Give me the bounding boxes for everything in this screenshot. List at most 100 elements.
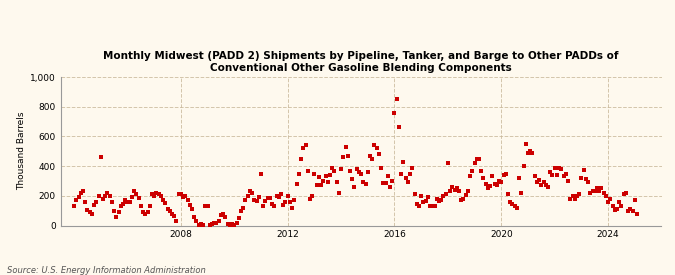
Point — [569, 197, 580, 201]
Point — [111, 214, 122, 219]
Point — [431, 197, 442, 201]
Point — [474, 156, 485, 161]
Point — [271, 194, 282, 198]
Text: Source: U.S. Energy Information Administration: Source: U.S. Energy Information Administ… — [7, 266, 205, 275]
Point — [565, 197, 576, 201]
Point — [467, 168, 478, 173]
Point — [518, 164, 529, 168]
Point — [318, 179, 329, 183]
Point — [160, 201, 171, 205]
Point — [367, 156, 377, 161]
Point — [567, 194, 578, 198]
Point — [100, 194, 111, 198]
Point — [244, 189, 255, 194]
Point — [133, 196, 144, 200]
Y-axis label: Thousand Barrels: Thousand Barrels — [17, 112, 26, 191]
Point — [489, 182, 500, 186]
Point — [541, 183, 551, 187]
Point — [563, 179, 574, 183]
Point — [452, 186, 462, 191]
Point — [527, 150, 538, 155]
Point — [449, 188, 460, 192]
Point — [146, 192, 157, 197]
Point — [249, 197, 260, 202]
Point — [69, 204, 80, 208]
Point — [126, 194, 137, 199]
Point — [369, 143, 380, 147]
Point — [251, 199, 262, 203]
Point — [184, 202, 195, 207]
Point — [576, 176, 587, 180]
Point — [120, 198, 131, 202]
Point — [580, 177, 591, 182]
Point — [400, 176, 411, 180]
Point — [500, 171, 511, 176]
Point — [300, 143, 311, 147]
Point — [148, 194, 159, 198]
Point — [536, 183, 547, 187]
Point — [325, 173, 335, 177]
Point — [503, 192, 514, 197]
Point — [398, 160, 409, 164]
Point — [402, 180, 413, 185]
Point — [583, 180, 593, 184]
Point — [285, 200, 296, 204]
Point — [311, 183, 322, 187]
Point — [454, 188, 464, 193]
Point — [227, 222, 238, 226]
Point — [487, 174, 497, 179]
Point — [142, 210, 153, 214]
Point — [291, 182, 302, 186]
Point — [414, 204, 425, 208]
Point — [478, 176, 489, 180]
Point — [585, 191, 596, 195]
Point — [209, 221, 219, 226]
Point — [607, 204, 618, 208]
Point — [306, 194, 317, 198]
Point — [263, 196, 273, 200]
Point — [331, 180, 342, 184]
Point — [436, 197, 447, 202]
Point — [182, 197, 193, 202]
Point — [198, 222, 209, 227]
Point — [396, 171, 406, 176]
Point — [236, 208, 246, 213]
Point — [418, 200, 429, 205]
Point — [493, 179, 504, 183]
Point — [296, 156, 306, 161]
Point — [516, 191, 526, 195]
Point — [394, 125, 404, 129]
Point — [222, 222, 233, 226]
Point — [632, 211, 643, 216]
Point — [522, 150, 533, 155]
Point — [220, 215, 231, 219]
Point — [238, 205, 248, 210]
Point — [258, 204, 269, 208]
Point — [625, 207, 636, 211]
Point — [509, 204, 520, 208]
Point — [589, 189, 600, 194]
Point — [380, 181, 391, 185]
Point — [556, 167, 567, 171]
Point — [76, 191, 86, 195]
Point — [411, 202, 422, 206]
Point — [136, 204, 146, 208]
Point — [421, 199, 431, 203]
Point — [612, 207, 622, 211]
Point — [385, 185, 396, 189]
Point — [460, 193, 471, 197]
Point — [598, 191, 609, 195]
Point — [269, 204, 279, 208]
Point — [483, 186, 493, 191]
Point — [405, 171, 416, 176]
Point — [167, 211, 178, 216]
Point — [534, 178, 545, 182]
Point — [416, 194, 427, 198]
Point — [387, 179, 398, 183]
Point — [162, 207, 173, 211]
Point — [371, 146, 382, 150]
Point — [205, 222, 215, 227]
Point — [113, 210, 124, 214]
Point — [191, 219, 202, 223]
Point — [165, 208, 176, 213]
